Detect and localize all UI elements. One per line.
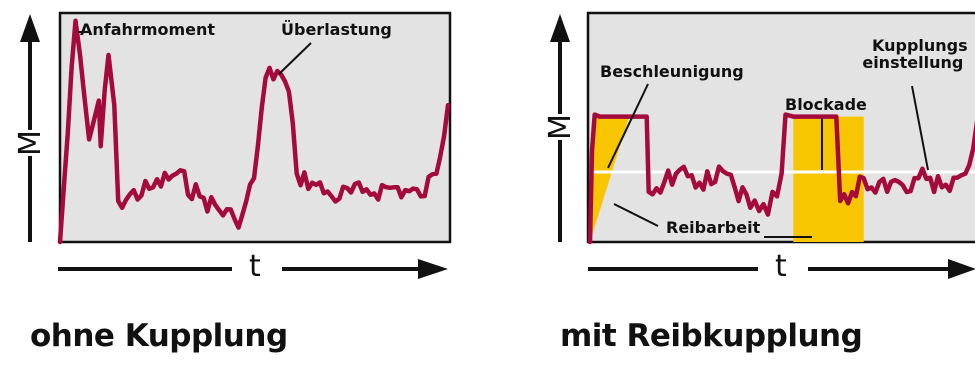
y-axis-arrowhead bbox=[20, 14, 40, 42]
x-axis-arrowhead bbox=[418, 259, 448, 279]
panel-with-friction-clutch: Beschleunigung Blockade Kupplungs einste… bbox=[530, 0, 975, 370]
x-axis-label: t bbox=[249, 252, 261, 282]
friction-work-area-block bbox=[793, 117, 863, 242]
acceleration-label: Beschleunigung bbox=[600, 64, 744, 81]
y-axis-label: M bbox=[14, 130, 48, 156]
caption-with-friction-clutch: mit Reibkupplung bbox=[560, 318, 862, 354]
panel-without-clutch: Anfahrmoment Überlastung M t ohne Kupplu… bbox=[0, 0, 470, 370]
y-axis-arrowhead bbox=[550, 14, 570, 42]
diagram-without-clutch bbox=[0, 0, 470, 370]
clutch-setting-label-line2: einstellung bbox=[858, 55, 968, 72]
clutch-setting-label: Kupplungs einstellung bbox=[858, 38, 968, 72]
block-label: Blockade bbox=[785, 97, 867, 114]
x-axis-label: t bbox=[775, 252, 787, 282]
overload-label: Überlastung bbox=[281, 22, 392, 39]
plot-area bbox=[60, 13, 450, 242]
start-torque-label: Anfahrmoment bbox=[80, 22, 215, 39]
y-axis-label: M bbox=[544, 114, 578, 140]
x-axis-arrowhead bbox=[948, 259, 975, 279]
friction-work-label: Reibarbeit bbox=[664, 220, 762, 237]
caption-without-clutch: ohne Kupplung bbox=[30, 318, 288, 354]
